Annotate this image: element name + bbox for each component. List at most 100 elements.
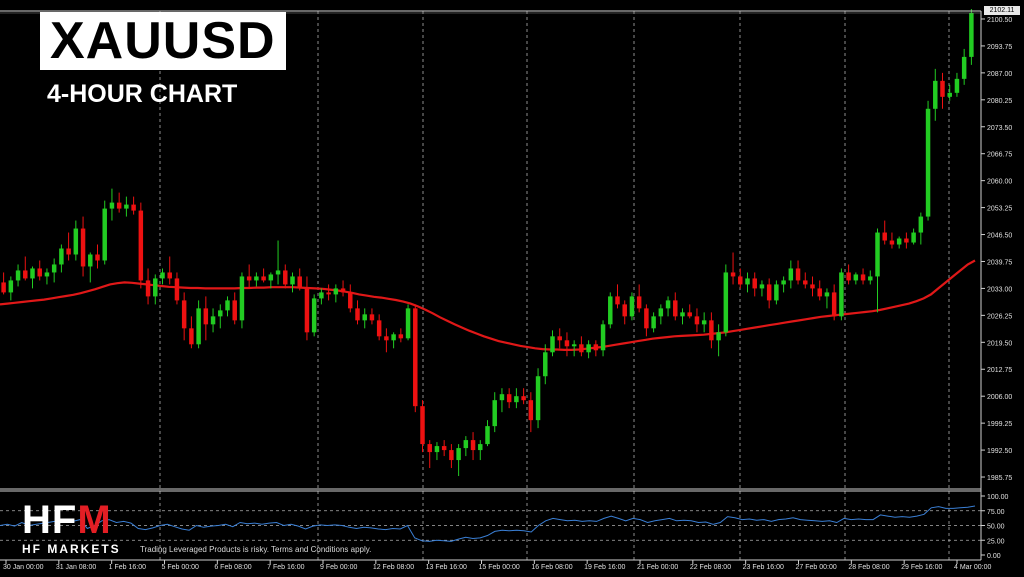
candle-body [860, 274, 866, 281]
candle-body [449, 450, 454, 461]
candle-body [947, 92, 952, 97]
candle-body [210, 316, 216, 325]
candle-body [420, 406, 425, 445]
candle-body [246, 276, 252, 281]
time-tick-label: 28 Feb 08:00 [848, 564, 889, 571]
candle-body [875, 232, 880, 277]
candle-body [203, 308, 209, 325]
time-tick-label: 16 Feb 08:00 [531, 564, 572, 571]
time-tick-label: 15 Feb 00:00 [479, 564, 520, 571]
candle-body [261, 276, 266, 281]
candle-body [80, 228, 86, 267]
candle-body [66, 248, 71, 255]
candle-body [730, 272, 736, 277]
candle-body [376, 320, 382, 337]
candle-body [759, 284, 765, 289]
price-tick-label: 2080.25 [987, 98, 1012, 105]
candle-body [680, 312, 685, 317]
candle-body [124, 204, 129, 209]
candle-body [868, 276, 873, 281]
price-tick-label: 1992.50 [987, 448, 1012, 455]
oscillator-tick-label: 25.00 [987, 538, 1005, 545]
candle-body [528, 400, 534, 421]
candle-body [116, 202, 122, 209]
candle-body [174, 278, 180, 301]
candle-body [398, 334, 404, 339]
oscillator-line [0, 505, 976, 542]
candles-layer [1, 9, 974, 477]
moving-average-line [0, 259, 976, 351]
candle-body [954, 78, 960, 93]
candle-body [911, 232, 916, 243]
candle-body [44, 272, 50, 277]
candle-body [593, 344, 599, 351]
time-tick-label: 29 Feb 16:00 [901, 564, 942, 571]
time-tick-label: 23 Feb 16:00 [743, 564, 784, 571]
candle-body [709, 320, 714, 341]
time-tick-label: 9 Feb 00:00 [320, 564, 357, 571]
price-tick-label: 2060.00 [987, 179, 1012, 186]
price-tick-label: 2033.00 [987, 286, 1012, 293]
time-tick-label: 13 Feb 16:00 [426, 564, 467, 571]
candle-body [283, 270, 288, 285]
candle-body [59, 248, 64, 265]
candle-body [297, 276, 302, 289]
candle-body [463, 440, 469, 449]
candle-body [275, 270, 281, 275]
candle-body [167, 272, 172, 279]
candle-body [30, 268, 35, 279]
candle-body [673, 300, 678, 317]
price-tick-label: 2093.75 [987, 44, 1012, 51]
candle-body [694, 316, 700, 325]
time-tick-label: 7 Feb 16:00 [267, 564, 304, 571]
candle-body [196, 308, 201, 345]
price-tick-label: 2053.25 [987, 206, 1012, 213]
candle-body [716, 332, 721, 341]
time-tick-label: 1 Feb 16:00 [109, 564, 146, 571]
candle-body [369, 314, 375, 321]
candle-body [434, 446, 440, 453]
candle-body [579, 344, 584, 353]
candle-body [492, 400, 497, 427]
candle-body [268, 274, 274, 281]
candle-body [781, 280, 786, 285]
price-tick-label: 2019.50 [987, 340, 1012, 347]
candle-body [933, 80, 938, 109]
candle-body [37, 268, 42, 277]
candle-body [629, 296, 635, 317]
candle-body [803, 280, 808, 285]
candle-body [651, 316, 656, 329]
hf-markets-logo: HFM HF MARKETS [22, 500, 121, 556]
price-tick-label: 1985.75 [987, 475, 1012, 482]
candle-body [239, 276, 245, 321]
candle-body [427, 444, 432, 453]
candle-body [51, 264, 57, 273]
logo-m: M [77, 498, 112, 542]
candle-body [478, 444, 483, 451]
candle-body [918, 216, 924, 233]
candle-body [470, 440, 476, 451]
candle-body [904, 238, 909, 243]
logo-mark: HFM [22, 500, 121, 540]
candle-body [362, 314, 367, 321]
time-tick-label: 27 Feb 00:00 [796, 564, 837, 571]
oscillator-panel [0, 505, 981, 542]
candle-body [636, 296, 642, 309]
oscillator-tick-label: 0.00 [987, 553, 1001, 560]
candle-body [896, 238, 902, 245]
price-tick-label: 2012.75 [987, 367, 1012, 374]
candle-body [405, 308, 411, 339]
oscillator-tick-label: 100.00 [987, 494, 1009, 501]
candle-body [73, 228, 79, 255]
candle-body [514, 396, 519, 403]
price-tick-label: 2100.50 [987, 17, 1012, 24]
candle-body [499, 394, 505, 401]
axes-layer: 2100.50 2093.75 2087.00 2080.25 2073.50 2066.… [0, 10, 1012, 571]
candle-body [340, 288, 346, 293]
time-tick-label: 6 Feb 08:00 [214, 564, 251, 571]
current-price-label: 2102.11 [984, 6, 1020, 15]
chart-title: XAUUSD [40, 12, 286, 70]
oscillator-tick-label: 50.00 [987, 524, 1005, 531]
candle-body [1, 282, 6, 293]
candle-body [232, 300, 237, 321]
